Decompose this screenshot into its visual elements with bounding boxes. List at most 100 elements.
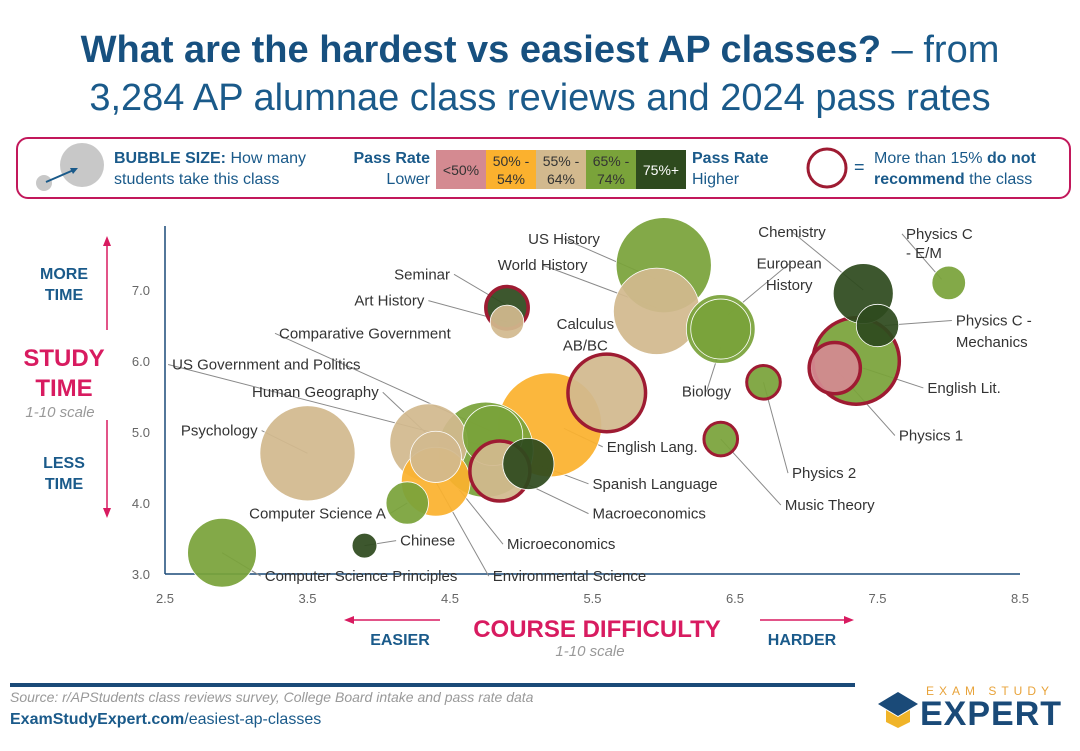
point-label-23: Spanish Language xyxy=(593,476,718,493)
y-less-2: TIME xyxy=(45,476,84,493)
y-scale: 1-10 scale xyxy=(25,404,94,421)
bubble-size-icon xyxy=(36,143,104,191)
footer-divider xyxy=(10,683,855,687)
title-line2: 3,284 AP alumnae class reviews and 2024 … xyxy=(89,77,991,119)
ring-legend-icon xyxy=(806,147,848,189)
point-label-18: Comparative Government xyxy=(279,325,452,342)
bubble-chart: MORE TIME STUDY TIME 1-10 scale LESS TIM… xyxy=(23,217,1032,660)
point-label-14: Physics 1 xyxy=(899,428,963,445)
x-title: COURSE DIFFICULTY xyxy=(473,616,721,643)
point-label-28: Chinese xyxy=(400,533,455,550)
ring-text-3: the class xyxy=(969,171,1033,188)
bubble-world-history xyxy=(613,267,701,355)
point-label-2: Seminar xyxy=(394,266,450,283)
bubble-size-text-2: students take this class xyxy=(114,171,280,188)
point-label-7: History xyxy=(766,277,813,294)
y-more-2: TIME xyxy=(45,287,84,304)
point-label-20: Human Geography xyxy=(252,384,379,401)
x-tick-label-4: 6.5 xyxy=(726,591,744,606)
point-label-1: World History xyxy=(498,257,588,274)
x-easier: EASIER xyxy=(370,632,430,649)
logo-small-text: EXAM STUDY xyxy=(926,684,1055,698)
ring-text-2: recommend xyxy=(874,171,965,188)
chart-axes: 2.5 3.5 4.5 5.5 6.5 7.5 8.5 3.0 4.0 5.0 6.0 7.0 xyxy=(132,226,1029,606)
x-axis-annotations: EASIER COURSE DIFFICULTY 1-10 scale HARD… xyxy=(344,616,854,660)
site-bold: ExamStudyExpert.com xyxy=(10,711,185,728)
bubble-size-text-1: How many xyxy=(230,150,307,167)
y-tick-label-2: 5.0 xyxy=(132,425,150,440)
ring-equals: = xyxy=(854,157,865,177)
point-label-10: - E/M xyxy=(906,245,942,262)
bubble-physics-c-e-m xyxy=(931,265,966,301)
bubble-biology xyxy=(690,298,752,360)
bubble-calculus-ab-bc xyxy=(566,352,648,434)
y-tick-label-0: 3.0 xyxy=(132,567,150,582)
bubble-art-history xyxy=(489,304,525,340)
point-label-4: Calculus xyxy=(557,316,615,333)
point-label-12: Mechanics xyxy=(956,334,1028,351)
y-tick-label-4: 7.0 xyxy=(132,283,150,298)
x-tick-label-6: 8.5 xyxy=(1011,591,1029,606)
graduation-cap-icon xyxy=(878,692,918,728)
y-tick-label-1: 4.0 xyxy=(132,496,150,511)
point-labels: US History World History Seminar Art Histor… xyxy=(172,224,1032,585)
point-label-15: Physics 2 xyxy=(792,465,856,482)
bubble-physics-c-mechanics xyxy=(855,303,900,348)
site-url[interactable]: ExamStudyExpert.com/easiest-ap-classes xyxy=(10,711,321,729)
point-label-25: Microeconomics xyxy=(507,536,615,553)
bubble-size-label: BUBBLE SIZE: xyxy=(114,150,226,167)
pass-rate-swatch-1: 50% - 54% xyxy=(486,150,536,189)
bubble-music-theory xyxy=(702,420,740,458)
point-label-8: Chemistry xyxy=(758,224,826,241)
bubble-computer-science-principles xyxy=(187,517,257,588)
point-label-29: Computer Science Principles xyxy=(265,568,458,585)
point-label-24: Macroeconomics xyxy=(593,506,706,523)
pass-rate-swatch-2: 55% - 64% xyxy=(536,150,586,189)
pass-rate-lower-label: Pass Rate xyxy=(353,150,431,167)
x-tick-label-1: 3.5 xyxy=(298,591,316,606)
bubble-physics-2 xyxy=(745,364,782,401)
bubble-psychology xyxy=(259,405,356,502)
point-label-6: European xyxy=(757,256,822,273)
x-scale: 1-10 scale xyxy=(555,643,624,660)
bubble-physics-1 xyxy=(807,340,863,396)
legend-box: BUBBLE SIZE: How many students take this… xyxy=(16,137,1071,199)
y-axis-annotations: MORE TIME STUDY TIME 1-10 scale LESS TIM… xyxy=(23,236,111,518)
logo-text: EXPERT xyxy=(920,695,1063,733)
x-tick-label-3: 5.5 xyxy=(583,591,601,606)
y-more-1: MORE xyxy=(40,266,88,283)
bubble-microeconomics xyxy=(409,430,462,483)
point-label-19: US Government and Politics xyxy=(172,357,360,374)
leader-line-9 xyxy=(901,233,943,280)
ring-text-bold: do not xyxy=(986,150,1036,167)
pass-rate-lower-text: Lower xyxy=(386,171,430,188)
y-title-1: STUDY xyxy=(23,345,104,372)
pass-rate-higher-text: Higher xyxy=(692,171,740,188)
source-note: Source: r/APStudents class reviews surve… xyxy=(10,689,534,705)
y-title-2: TIME xyxy=(35,375,92,402)
ring-text-1: More than 15% xyxy=(874,150,983,167)
pass-rate-swatch-3: 65% - 74% xyxy=(586,150,636,189)
x-harder: HARDER xyxy=(768,632,837,649)
chart-title: What are the hardest vs easiest AP class… xyxy=(0,26,1080,122)
pass-rate-higher-label: Pass Rate xyxy=(692,150,769,167)
point-label-5: AB/BC xyxy=(563,337,608,354)
point-label-21: Psychology xyxy=(181,423,258,440)
x-tick-label-0: 2.5 xyxy=(156,591,174,606)
point-label-26: Computer Science A xyxy=(249,506,386,523)
point-label-17: Music Theory xyxy=(785,497,875,514)
pass-rate-swatch-0: <50% xyxy=(436,150,486,189)
point-label-16: Biology xyxy=(682,384,732,401)
point-label-11: Physics C - xyxy=(956,313,1032,330)
x-tick-label-5: 7.5 xyxy=(868,591,886,606)
title-bold: What are the hardest vs easiest AP class… xyxy=(80,29,882,71)
site-rest: /easiest-ap-classes xyxy=(184,711,322,728)
point-label-27: Environmental Science xyxy=(493,568,646,585)
bubbles xyxy=(187,217,966,588)
y-tick-label-3: 6.0 xyxy=(132,354,150,369)
point-label-3: Art History xyxy=(354,293,425,310)
point-label-22: English Lang. xyxy=(607,439,698,456)
point-label-9: Physics C xyxy=(906,226,973,243)
pass-rate-swatch-4: 75%+ xyxy=(636,150,686,189)
y-less-1: LESS xyxy=(43,455,85,472)
